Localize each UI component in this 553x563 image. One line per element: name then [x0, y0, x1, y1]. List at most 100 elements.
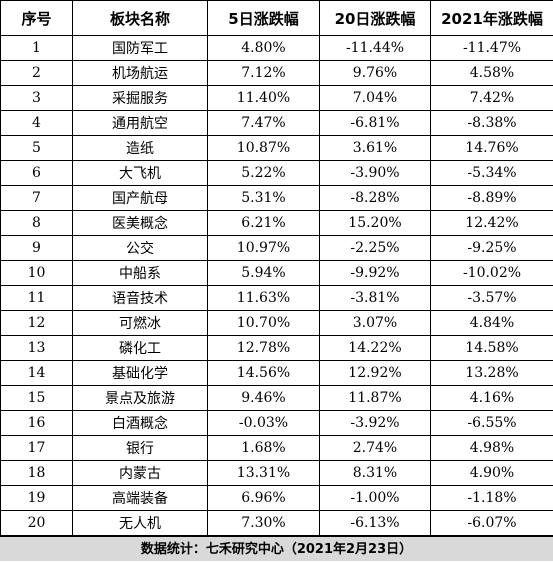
- table-row: 19 高端装备 6.96% -1.00% -1.18%: [0, 485, 553, 511]
- table-row: 3 采掘服务 11.40% 7.04% 7.42%: [0, 85, 553, 111]
- cell-2021-change: -8.38%: [430, 110, 553, 136]
- cell-2021-change: 4.58%: [430, 60, 553, 86]
- cell-index: 5: [0, 135, 73, 161]
- cell-5day-change: 11.40%: [207, 85, 320, 111]
- cell-index: 19: [0, 485, 73, 511]
- header-index: 序号: [0, 0, 73, 36]
- cell-index: 13: [0, 335, 73, 361]
- cell-20day-change: -2.25%: [319, 235, 431, 261]
- cell-5day-change: 7.30%: [207, 510, 320, 536]
- cell-20day-change: -8.28%: [319, 185, 431, 211]
- cell-2021-change: -1.18%: [430, 485, 553, 511]
- cell-20day-change: -6.81%: [319, 110, 431, 136]
- cell-20day-change: 3.07%: [319, 310, 431, 336]
- cell-20day-change: -1.00%: [319, 485, 431, 511]
- cell-index: 2: [0, 60, 73, 86]
- cell-5day-change: 14.56%: [207, 360, 320, 386]
- cell-20day-change: -11.44%: [319, 35, 431, 61]
- table-row: 9 公交 10.97% -2.25% -9.25%: [0, 235, 553, 261]
- table-row: 4 通用航空 7.47% -6.81% -8.38%: [0, 110, 553, 136]
- cell-2021-change: -11.47%: [430, 35, 553, 61]
- cell-20day-change: 2.74%: [319, 435, 431, 461]
- cell-2021-change: 14.58%: [430, 335, 553, 361]
- sector-performance-table: 序号 板块名称 5日涨跌幅 20日涨跌幅 2021年涨跌幅 1 国防军工 4.80%…: [0, 0, 553, 536]
- cell-index: 9: [0, 235, 73, 261]
- cell-index: 4: [0, 110, 73, 136]
- table-row: 1 国防军工 4.80% -11.44% -11.47%: [0, 35, 553, 61]
- cell-sector-name: 景点及旅游: [72, 385, 208, 411]
- header-2021-change: 2021年涨跌幅: [430, 0, 553, 36]
- cell-5day-change: 1.68%: [207, 435, 320, 461]
- cell-sector-name: 语音技术: [72, 285, 208, 311]
- cell-sector-name: 公交: [72, 235, 208, 261]
- cell-20day-change: -3.92%: [319, 410, 431, 436]
- cell-2021-change: -3.57%: [430, 285, 553, 311]
- cell-index: 6: [0, 160, 73, 186]
- cell-sector-name: 医美概念: [72, 210, 208, 236]
- cell-5day-change: 12.78%: [207, 335, 320, 361]
- cell-20day-change: -6.13%: [319, 510, 431, 536]
- table-row: 20 无人机 7.30% -6.13% -6.07%: [0, 510, 553, 536]
- cell-sector-name: 内蒙古: [72, 460, 208, 486]
- cell-5day-change: 10.70%: [207, 310, 320, 336]
- table-row: 10 中船系 5.94% -9.92% -10.02%: [0, 260, 553, 286]
- cell-2021-change: -8.89%: [430, 185, 553, 211]
- cell-20day-change: 8.31%: [319, 460, 431, 486]
- cell-20day-change: -3.90%: [319, 160, 431, 186]
- data-source-footer: 数据统计：七禾研究中心（2021年2月23日）: [0, 536, 553, 561]
- cell-20day-change: 7.04%: [319, 85, 431, 111]
- cell-2021-change: -10.02%: [430, 260, 553, 286]
- cell-index: 10: [0, 260, 73, 286]
- cell-sector-name: 造纸: [72, 135, 208, 161]
- table-row: 5 造纸 10.87% 3.61% 14.76%: [0, 135, 553, 161]
- table-body: 1 国防军工 4.80% -11.44% -11.47% 2 机场航运 7.12% 9.76%…: [0, 35, 553, 536]
- cell-20day-change: 15.20%: [319, 210, 431, 236]
- cell-5day-change: 4.80%: [207, 35, 320, 61]
- cell-20day-change: 14.22%: [319, 335, 431, 361]
- cell-2021-change: 14.76%: [430, 135, 553, 161]
- cell-index: 16: [0, 410, 73, 436]
- cell-sector-name: 中船系: [72, 260, 208, 286]
- cell-5day-change: 5.22%: [207, 160, 320, 186]
- table-row: 7 国产航母 5.31% -8.28% -8.89%: [0, 185, 553, 211]
- cell-sector-name: 无人机: [72, 510, 208, 536]
- cell-index: 18: [0, 460, 73, 486]
- cell-sector-name: 基础化学: [72, 360, 208, 386]
- cell-20day-change: 12.92%: [319, 360, 431, 386]
- table-row: 18 内蒙古 13.31% 8.31% 4.90%: [0, 460, 553, 486]
- header-5day-change: 5日涨跌幅: [207, 0, 320, 36]
- cell-index: 1: [0, 35, 73, 61]
- cell-index: 3: [0, 85, 73, 111]
- cell-index: 14: [0, 360, 73, 386]
- cell-5day-change: 11.63%: [207, 285, 320, 311]
- cell-sector-name: 高端装备: [72, 485, 208, 511]
- table-row: 12 可燃冰 10.70% 3.07% 4.84%: [0, 310, 553, 336]
- cell-2021-change: -6.07%: [430, 510, 553, 536]
- cell-sector-name: 国防军工: [72, 35, 208, 61]
- cell-20day-change: 3.61%: [319, 135, 431, 161]
- cell-sector-name: 采掘服务: [72, 85, 208, 111]
- table-row: 11 语音技术 11.63% -3.81% -3.57%: [0, 285, 553, 311]
- cell-2021-change: -5.34%: [430, 160, 553, 186]
- cell-5day-change: 7.12%: [207, 60, 320, 86]
- cell-index: 8: [0, 210, 73, 236]
- cell-2021-change: -6.55%: [430, 410, 553, 436]
- cell-2021-change: 4.84%: [430, 310, 553, 336]
- cell-2021-change: 4.16%: [430, 385, 553, 411]
- table-row: 2 机场航运 7.12% 9.76% 4.58%: [0, 60, 553, 86]
- cell-5day-change: 5.94%: [207, 260, 320, 286]
- table-row: 6 大飞机 5.22% -3.90% -5.34%: [0, 160, 553, 186]
- cell-5day-change: 10.97%: [207, 235, 320, 261]
- table-row: 13 磷化工 12.78% 14.22% 14.58%: [0, 335, 553, 361]
- cell-5day-change: 9.46%: [207, 385, 320, 411]
- cell-sector-name: 银行: [72, 435, 208, 461]
- cell-sector-name: 白酒概念: [72, 410, 208, 436]
- cell-5day-change: 10.87%: [207, 135, 320, 161]
- cell-index: 17: [0, 435, 73, 461]
- cell-sector-name: 国产航母: [72, 185, 208, 211]
- cell-20day-change: 11.87%: [319, 385, 431, 411]
- cell-index: 12: [0, 310, 73, 336]
- cell-2021-change: 7.42%: [430, 85, 553, 111]
- cell-sector-name: 通用航空: [72, 110, 208, 136]
- cell-index: 15: [0, 385, 73, 411]
